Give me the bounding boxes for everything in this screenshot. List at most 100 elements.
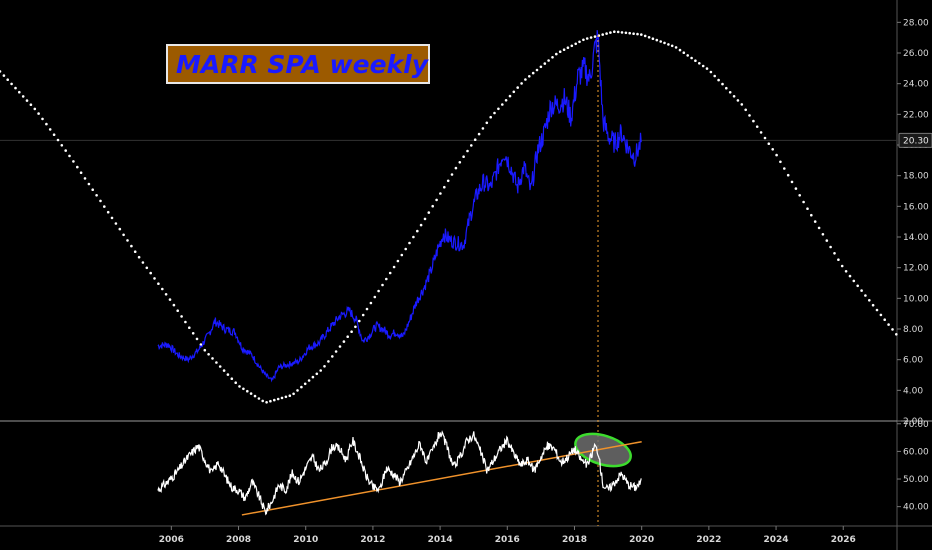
cycle-dot [87,182,91,186]
cycle-dot [798,194,801,197]
cycle-dot [265,401,268,404]
cycle-dot [296,389,299,392]
cycle-dot [817,226,821,230]
oscillator-y-axis: 40.00 50.00 60.00 70.00 [897,420,929,513]
cycle-dot [570,44,574,48]
cycle-dot [752,119,755,123]
cycle-dot [110,216,114,220]
cycle-dot [218,365,222,368]
divergence-ellipse [574,432,632,468]
x-tick-label: 2012 [360,535,385,545]
cycle-dot [678,48,682,52]
cycle-dot [33,107,37,111]
cycle-dot [365,307,369,311]
cycle-dot [771,148,774,151]
cycle-dot [338,345,342,348]
price-y-tick-label: 10.00 [903,294,929,304]
cycle-dot [37,112,40,115]
cycle-dot [458,161,462,164]
price-y-tick-label: 26.00 [903,49,929,59]
cycle-dot [253,394,257,398]
price-y-tick-label: 14.00 [903,233,929,243]
cycle-dot [643,34,647,38]
cycle-dot [504,99,508,102]
cycle-dot [790,180,794,184]
cycle-dot [83,177,87,180]
cycle-dot [632,32,635,35]
cycle-dot [725,86,728,90]
cycle-dot [883,318,886,322]
price-y-tick-label: 22.00 [903,110,929,120]
cycle-dot [446,179,450,183]
cycle-dot [435,198,438,202]
cycle-dot [605,32,608,35]
cycle-dot [246,389,249,393]
cycle-dot [126,239,129,242]
cycle-dot [199,343,203,346]
cycle-dot [489,115,493,119]
cycle-dot [207,353,210,356]
cycle-dot [833,252,836,255]
cycle-dot [566,46,570,49]
cycle-dot [640,33,643,36]
cycle-dot [574,42,577,46]
cycle-dot [14,86,17,90]
cycle-dot [470,144,473,147]
cycle-dot [354,325,357,329]
x-tick-label: 2026 [831,535,856,545]
cycle-dot [786,173,790,177]
oscillator-series-line [157,430,642,516]
cycle-dot [215,361,218,364]
oscillator-y-tick-label: 70.00 [903,420,929,430]
cycle-dot [416,229,419,233]
cycle-dot [551,56,554,59]
oscillator-y-tick-label: 50.00 [903,475,929,485]
cycle-dot [609,31,612,34]
cycle-dot [25,99,29,102]
cycle-dot [307,379,311,382]
cycle-dot [728,91,732,94]
x-tick-label: 2010 [293,535,318,545]
cycle-dot [450,173,454,176]
cycle-dot [852,279,856,283]
cycle-dot [558,50,562,53]
cycle-dot [191,332,195,335]
cycle-dot [419,223,423,227]
cycle-dot [6,78,9,81]
cycle-dot [222,369,226,372]
price-y-tick-label: 4.00 [903,386,923,396]
chart-title: MARR SPA weekly [176,49,429,79]
cycle-dot [744,108,747,112]
cycle-dot [427,211,431,214]
last-price-label: 20.30 [903,136,929,146]
cycle-dot [701,64,705,68]
cycle-dot [508,94,512,98]
cycle-dot [103,205,106,208]
cycle-dot [717,78,720,82]
cycle-dot [161,287,164,291]
price-y-tick-label: 6.00 [903,356,923,366]
cycle-dot [895,333,898,336]
cycle-dot [400,253,404,257]
cycle-dot [41,117,44,121]
cycle-dot [443,185,446,189]
cycle-dot [76,165,79,169]
price-y-tick-label: 8.00 [903,325,923,335]
x-tick-label: 2020 [629,535,654,545]
cycle-dot [404,247,408,251]
cycle-dot [636,32,639,36]
cycle-dot [18,90,21,94]
cycle-dot [709,70,713,74]
cycle-dot [620,31,624,34]
cycle-dot [481,127,485,130]
cycle-dot [655,38,659,42]
cycle-dot [21,95,25,98]
cycle-dot [323,365,326,368]
cycle-dot [188,326,191,330]
cycle-dot [72,160,75,163]
cycle-dot [288,394,292,398]
cycle-dot [99,199,102,203]
cycle-dot [408,241,411,245]
cycle-dot [280,396,284,400]
cycle-dot [203,348,207,352]
